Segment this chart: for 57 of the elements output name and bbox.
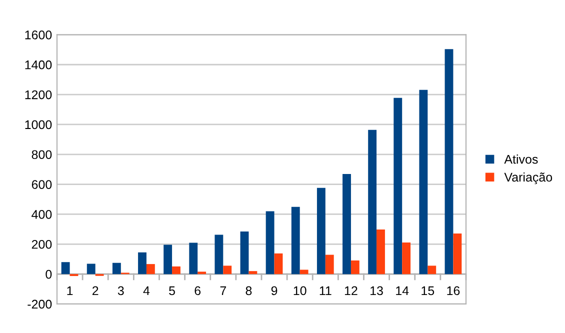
y-tick-label: 0 <box>46 270 52 279</box>
y-tick-label: 800 <box>32 150 52 160</box>
y-tick-label: 1400 <box>25 60 52 70</box>
bar <box>428 266 436 274</box>
bar <box>189 242 198 274</box>
y-tick-label: 600 <box>32 180 52 189</box>
bar <box>419 90 428 274</box>
bar <box>350 260 360 274</box>
x-tick-label: 10 <box>294 286 306 296</box>
y-tick-label: 200 <box>32 240 52 249</box>
bar <box>214 234 224 274</box>
y-tick-label: 1600 <box>25 30 52 40</box>
bar <box>240 231 249 274</box>
bar <box>172 266 180 274</box>
bar <box>274 253 283 274</box>
bar <box>316 188 326 274</box>
bar <box>368 130 377 274</box>
x-tick-label: 6 <box>194 286 201 296</box>
bar <box>61 262 70 274</box>
y-tick-label: 1000 <box>25 120 52 130</box>
bar <box>402 242 411 274</box>
legend-label: Ativos <box>504 154 538 164</box>
x-tick-label: 5 <box>169 286 175 296</box>
bar <box>248 271 258 274</box>
bar <box>112 262 121 274</box>
bar <box>266 211 274 274</box>
x-tick-label: 7 <box>220 286 226 296</box>
x-tick-label: 15 <box>422 286 434 296</box>
bar <box>291 206 300 274</box>
x-tick-label: 1 <box>67 286 73 296</box>
bar <box>300 270 308 274</box>
bar <box>394 98 402 274</box>
y-tick-label: 400 <box>32 210 52 219</box>
x-tick-label: 8 <box>246 286 252 296</box>
bar <box>198 272 206 274</box>
bar <box>453 234 462 274</box>
bar <box>223 266 232 274</box>
bar <box>164 244 172 274</box>
x-tick-label: 11 <box>320 286 332 296</box>
x-tick-label: 16 <box>447 286 460 296</box>
bar <box>138 252 146 274</box>
x-tick-label: 9 <box>271 286 278 296</box>
bar <box>342 174 351 274</box>
x-tick-label: 14 <box>396 286 409 296</box>
legend-label: Variação <box>504 172 552 184</box>
y-tick-label: 1200 <box>25 90 52 100</box>
x-tick-label: 2 <box>92 286 98 296</box>
bar <box>325 254 334 274</box>
bar <box>86 264 96 274</box>
x-tick-label: 13 <box>370 286 383 296</box>
x-tick-label: 4 <box>143 286 150 296</box>
bar <box>444 49 454 274</box>
y-tick-label: -200 <box>28 300 52 309</box>
bar <box>146 264 155 274</box>
bar <box>376 229 385 274</box>
x-tick-label: 12 <box>344 286 358 296</box>
x-tick-label: 3 <box>118 286 124 296</box>
